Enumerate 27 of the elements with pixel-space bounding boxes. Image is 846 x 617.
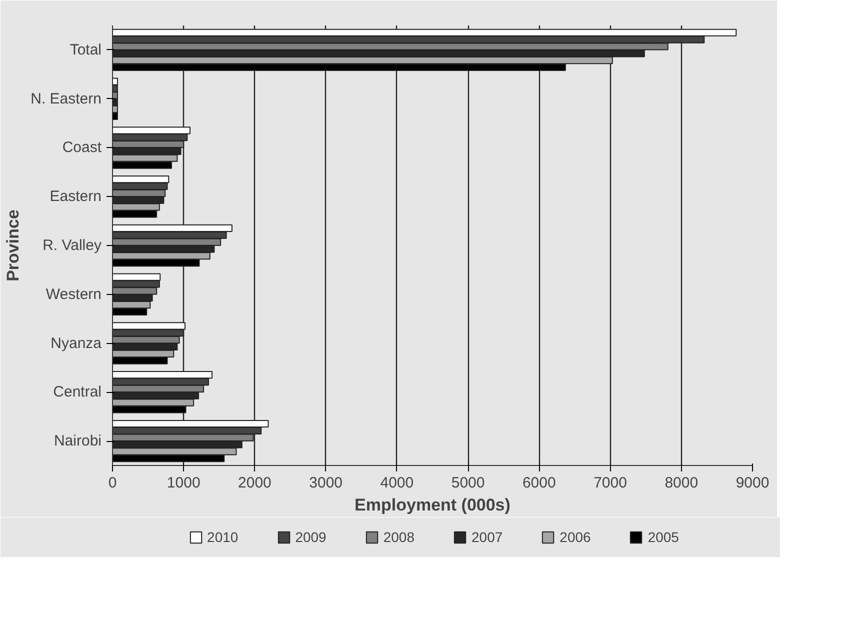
x-tick-label: 8000	[664, 474, 698, 492]
x-tick-label: 1000	[166, 474, 200, 492]
x-tick-label: 9000	[736, 474, 770, 492]
x-axis-title: Employment (000s)	[354, 496, 510, 514]
legend-label: 2010	[207, 529, 238, 545]
legend-label: 2006	[560, 529, 591, 545]
x-tick-label: 4000	[380, 474, 414, 492]
legend-label: 2007	[472, 529, 503, 545]
y-tick-label: Nairobi	[54, 432, 102, 450]
y-tick-label: Total	[70, 41, 102, 58]
x-tick-label: 0	[108, 474, 117, 492]
y-tick-label: Central	[53, 384, 102, 401]
legend-label: 2008	[383, 529, 414, 545]
legend-label: 2005	[648, 529, 679, 545]
x-tick-label: 2000	[238, 474, 272, 492]
y-tick-label: N. Eastern	[30, 90, 102, 108]
x-tick-label: 3000	[309, 474, 343, 492]
y-tick-label: Coast	[62, 139, 102, 156]
y-tick-label: Nyanza	[50, 334, 102, 352]
x-tick-label: 7000	[594, 474, 627, 492]
x-tick-label: 6000	[522, 474, 556, 492]
y-tick-label: Western	[46, 286, 102, 303]
x-tick-label: 5000	[451, 474, 485, 492]
y-tick-label: Eastern	[50, 188, 102, 206]
legend-label: 2009	[295, 529, 326, 545]
y-tick-label: R. Valley	[42, 237, 102, 254]
y-axis-title: Province	[4, 210, 23, 282]
